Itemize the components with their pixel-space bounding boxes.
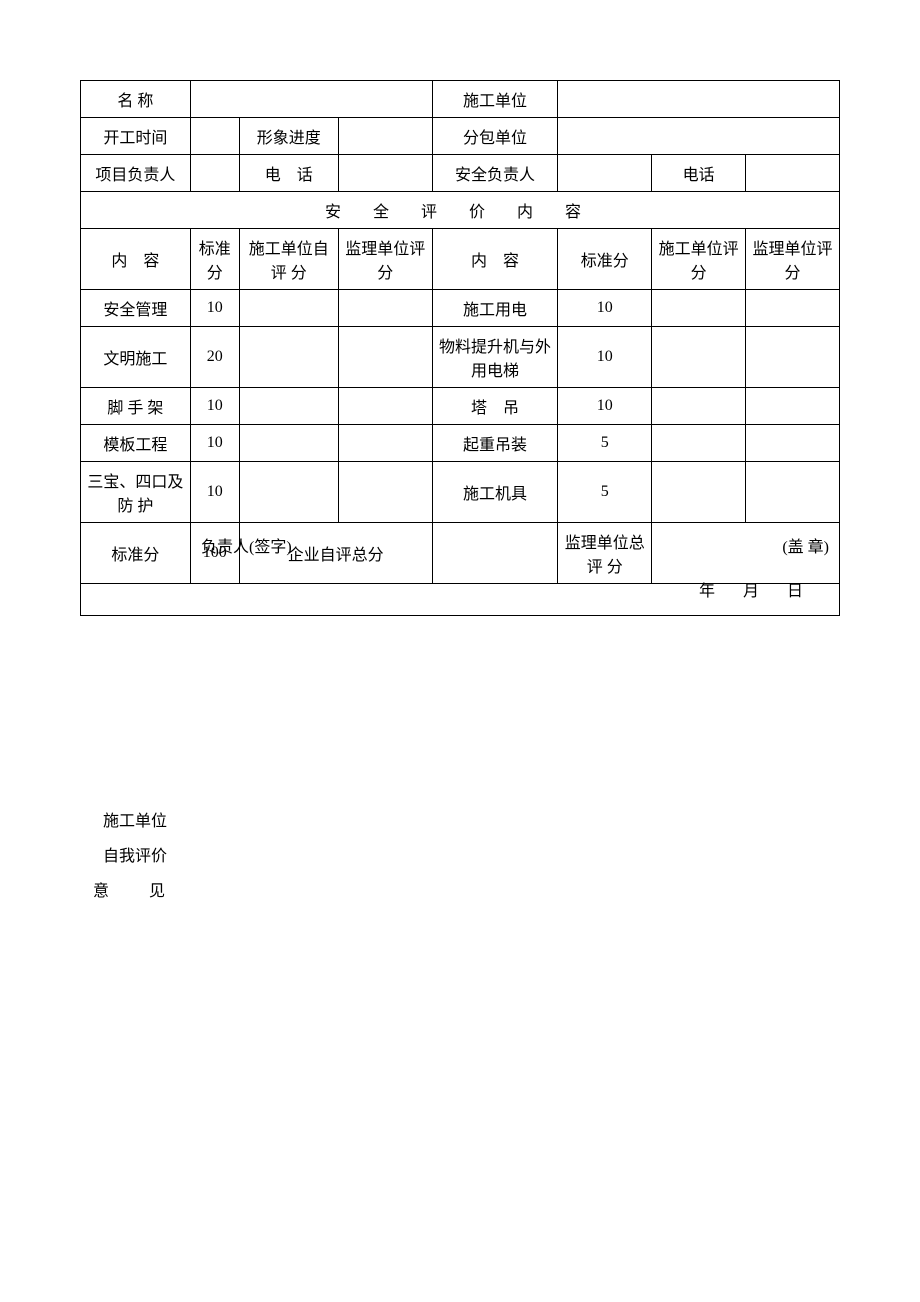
data-row: 模板工程 10 起重吊装 5 <box>81 425 840 462</box>
item-sup <box>338 327 432 388</box>
col-std-left: 标准分 <box>190 229 239 290</box>
col-supervisor-right: 监理单位评 分 <box>746 229 840 290</box>
value-safety-leader <box>558 155 652 192</box>
value-construction-unit <box>558 81 840 118</box>
item-std: 10 <box>190 462 239 523</box>
signature-line: 负责人(签字) (盖 章) <box>201 533 829 557</box>
item-std: 10 <box>190 425 239 462</box>
item-self <box>239 425 338 462</box>
item-sup-r <box>746 388 840 425</box>
label-name: 名 称 <box>81 81 191 118</box>
item-name: 安全管理 <box>81 290 191 327</box>
header-row-2: 开工时间 形象进度 分包单位 <box>81 118 840 155</box>
col-content-left: 内 容 <box>81 229 191 290</box>
item-self <box>239 327 338 388</box>
item-std-r: 10 <box>558 327 652 388</box>
item-unit-r <box>652 462 746 523</box>
col-supervisor-left: 监理单位评 分 <box>338 229 432 290</box>
label-phone2: 电话 <box>652 155 746 192</box>
item-std: 20 <box>190 327 239 388</box>
item-name-r: 物料提升机与外用电梯 <box>432 327 558 388</box>
label-project-leader: 项目负责人 <box>81 155 191 192</box>
comment-cell: 施工单位 自我评价 意 见 负责人(签字) (盖 章) 年 月 日 <box>81 584 840 616</box>
item-sup-r <box>746 290 840 327</box>
data-row: 三宝、四口及 防 护 10 施工机具 5 <box>81 462 840 523</box>
section-title-row: 安 全 评 价 内 容 <box>81 192 840 229</box>
section-title: 安 全 评 价 内 容 <box>81 192 840 229</box>
col-self-eval-left: 施工单位自 评 分 <box>239 229 338 290</box>
item-unit-r <box>652 290 746 327</box>
label-start-time: 开工时间 <box>81 118 191 155</box>
stamp-label: (盖 章) <box>782 533 829 557</box>
label-image-progress: 形象进度 <box>239 118 338 155</box>
item-self <box>239 290 338 327</box>
item-unit-r <box>652 327 746 388</box>
value-project-leader <box>190 155 239 192</box>
comment-body: 负责人(签字) (盖 章) 年 月 日 <box>201 533 829 601</box>
item-name-r: 施工机具 <box>432 462 558 523</box>
date-line: 年 月 日 <box>201 577 829 601</box>
item-name-r: 起重吊装 <box>432 425 558 462</box>
value-image-progress <box>338 118 432 155</box>
label-safety-leader: 安全负责人 <box>432 155 558 192</box>
value-name <box>190 81 432 118</box>
item-name: 脚 手 架 <box>81 388 191 425</box>
item-std-r: 5 <box>558 462 652 523</box>
item-sup-r <box>746 425 840 462</box>
comment-label-line1: 施工单位 <box>93 804 177 839</box>
value-phone2 <box>746 155 840 192</box>
item-name: 文明施工 <box>81 327 191 388</box>
item-sup <box>338 425 432 462</box>
col-content-right: 内 容 <box>432 229 558 290</box>
value-subcontract-unit <box>558 118 840 155</box>
column-header-row: 内 容 标准分 施工单位自 评 分 监理单位评 分 内 容 标准分 施工单位评 … <box>81 229 840 290</box>
value-phone1 <box>338 155 432 192</box>
data-row: 安全管理 10 施工用电 10 <box>81 290 840 327</box>
signer-label: 负责人(签字) <box>201 533 292 557</box>
item-name: 三宝、四口及 防 护 <box>81 462 191 523</box>
evaluation-form-table: 名 称 施工单位 开工时间 形象进度 分包单位 项目负责人 电 话 安全负责人 … <box>80 80 840 616</box>
item-sup-r <box>746 462 840 523</box>
label-subcontract-unit: 分包单位 <box>432 118 558 155</box>
item-self <box>239 462 338 523</box>
col-std-right: 标准分 <box>558 229 652 290</box>
item-sup <box>338 290 432 327</box>
summary-std-label: 标准分 <box>81 523 191 584</box>
item-std: 10 <box>190 388 239 425</box>
item-name-r: 施工用电 <box>432 290 558 327</box>
data-row: 脚 手 架 10 塔 吊 10 <box>81 388 840 425</box>
item-sup <box>338 462 432 523</box>
comment-label-block: 施工单位 自我评价 意 见 <box>93 804 177 910</box>
item-name: 模板工程 <box>81 425 191 462</box>
item-self <box>239 388 338 425</box>
header-row-1: 名 称 施工单位 <box>81 81 840 118</box>
value-start-time <box>190 118 239 155</box>
item-unit-r <box>652 425 746 462</box>
comment-row: 施工单位 自我评价 意 见 负责人(签字) (盖 章) 年 月 日 <box>81 584 840 616</box>
item-unit-r <box>652 388 746 425</box>
item-std-r: 5 <box>558 425 652 462</box>
col-unit-eval-right: 施工单位评 分 <box>652 229 746 290</box>
item-sup-r <box>746 327 840 388</box>
item-std: 10 <box>190 290 239 327</box>
label-phone1: 电 话 <box>239 155 338 192</box>
item-std-r: 10 <box>558 388 652 425</box>
data-row: 文明施工 20 物料提升机与外用电梯 10 <box>81 327 840 388</box>
item-name-r: 塔 吊 <box>432 388 558 425</box>
header-row-3: 项目负责人 电 话 安全负责人 电话 <box>81 155 840 192</box>
comment-label-line3: 意 见 <box>93 874 177 909</box>
label-construction-unit: 施工单位 <box>432 81 558 118</box>
comment-label-line2: 自我评价 <box>93 839 177 874</box>
item-std-r: 10 <box>558 290 652 327</box>
item-sup <box>338 388 432 425</box>
